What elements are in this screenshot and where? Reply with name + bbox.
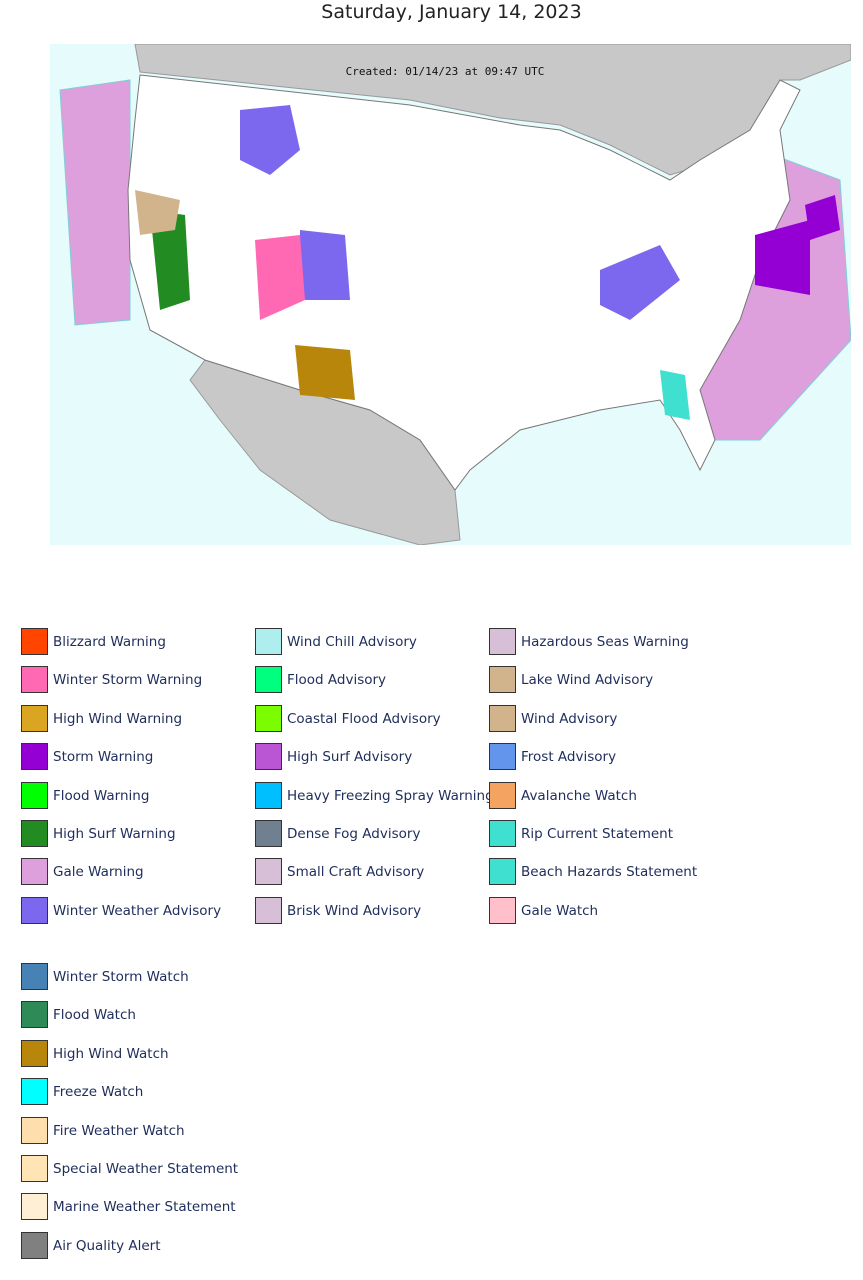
legend-label: Winter Weather Advisory (53, 902, 222, 919)
legend-label: Rip Current Statement (521, 826, 674, 842)
legend-label: Small Craft Advisory (287, 864, 425, 881)
legend-swatch (489, 743, 516, 771)
legend-swatch (21, 704, 48, 732)
legend-label: Winter Storm Warning (53, 672, 203, 689)
legend-label: High Wind Watch (53, 1045, 169, 1062)
legend-swatch (489, 858, 516, 886)
map: Created: 01/14/23 at 09:47 UTC (50, 44, 851, 545)
legend-swatch (255, 704, 282, 732)
high-wind-area (295, 345, 355, 400)
legend-label: Lake Wind Advisory (521, 672, 654, 689)
legend-swatch (21, 628, 48, 655)
legend-label: Dense Fog Advisory (287, 826, 421, 842)
legend-label: Blizzard Warning (53, 634, 166, 650)
legend-label: Flood Warning (53, 787, 150, 804)
advisory-area (600, 245, 680, 320)
legend-label: Avalanche Watch (521, 787, 637, 804)
legend-swatch (21, 896, 48, 924)
legend-label: Freeze Watch (53, 1084, 144, 1101)
legend-swatch (21, 1078, 48, 1106)
legend-label: Wind Advisory (521, 710, 618, 727)
advisory-area (300, 230, 350, 300)
legend-swatch (489, 781, 516, 809)
legend-label: High Surf Advisory (287, 749, 413, 766)
legend-swatch (21, 1193, 48, 1221)
page-title: Saturday, January 14, 2023 (321, 1, 582, 23)
legend-label: Gale Watch (521, 902, 599, 919)
legend-label: Storm Warning (53, 749, 154, 766)
legend-label: Coastal Flood Advisory (287, 710, 441, 727)
legend-swatch (21, 1039, 48, 1067)
rip-current-area (660, 370, 690, 420)
legend-swatch (255, 666, 282, 694)
high-surf-area (150, 210, 190, 310)
advisory-area (240, 105, 300, 175)
legend-label: Marine Weather Statement (53, 1199, 236, 1216)
legend-swatch (21, 1231, 48, 1259)
legend-swatch (489, 628, 516, 655)
caption-box (300, 60, 590, 82)
legend-swatch (255, 820, 282, 847)
legend-swatch (21, 1001, 48, 1029)
legend-label: Heavy Freezing Spray Warning (287, 787, 494, 804)
winter-storm-area (255, 235, 305, 320)
map-caption: Created: 01/14/23 at 09:47 UTC (346, 65, 545, 78)
legend-swatch (255, 858, 282, 886)
legend-label: Winter Storm Watch (53, 969, 189, 985)
legend-label: Flood Watch (53, 1007, 136, 1024)
legend-label: Wind Chill Advisory (287, 634, 417, 650)
legend-label: Special Weather Statement (53, 1161, 239, 1177)
legend-swatch (21, 858, 48, 886)
legend-swatch (489, 820, 516, 847)
wind-advisory-area (135, 190, 180, 235)
legend-swatch (255, 743, 282, 771)
united-states (127, 74, 801, 491)
legend-label: Frost Advisory (521, 749, 617, 766)
legend-swatch (255, 896, 282, 924)
legend-swatch (489, 896, 516, 924)
legend-swatch (21, 1116, 48, 1144)
legend-label: High Wind Warning (53, 710, 183, 727)
legend-swatch (21, 743, 48, 771)
storm-warning-area (805, 195, 840, 240)
legend-label: Flood Advisory (287, 672, 387, 689)
legend-swatch (255, 781, 282, 809)
legend-label: High Surf Warning (53, 826, 176, 842)
legend-swatch (21, 963, 48, 990)
legend-swatch (489, 704, 516, 732)
legend-swatch (21, 781, 48, 809)
legend-swatch (21, 820, 48, 847)
legend-label: Gale Warning (53, 864, 144, 881)
storm-warning-area (755, 220, 810, 295)
legend-label: Hazardous Seas Warning (521, 634, 689, 650)
legend-swatch (21, 1155, 48, 1182)
legend-swatch (21, 666, 48, 694)
legend-swatch (255, 628, 282, 655)
gale-west (59, 79, 131, 326)
legend-label: Brisk Wind Advisory (287, 902, 422, 919)
legend-label: Beach Hazards Statement (521, 864, 698, 881)
legend-swatch (489, 666, 516, 694)
legend-label: Fire Weather Watch (53, 1122, 185, 1139)
legend-label: Air Quality Alert (53, 1237, 161, 1254)
